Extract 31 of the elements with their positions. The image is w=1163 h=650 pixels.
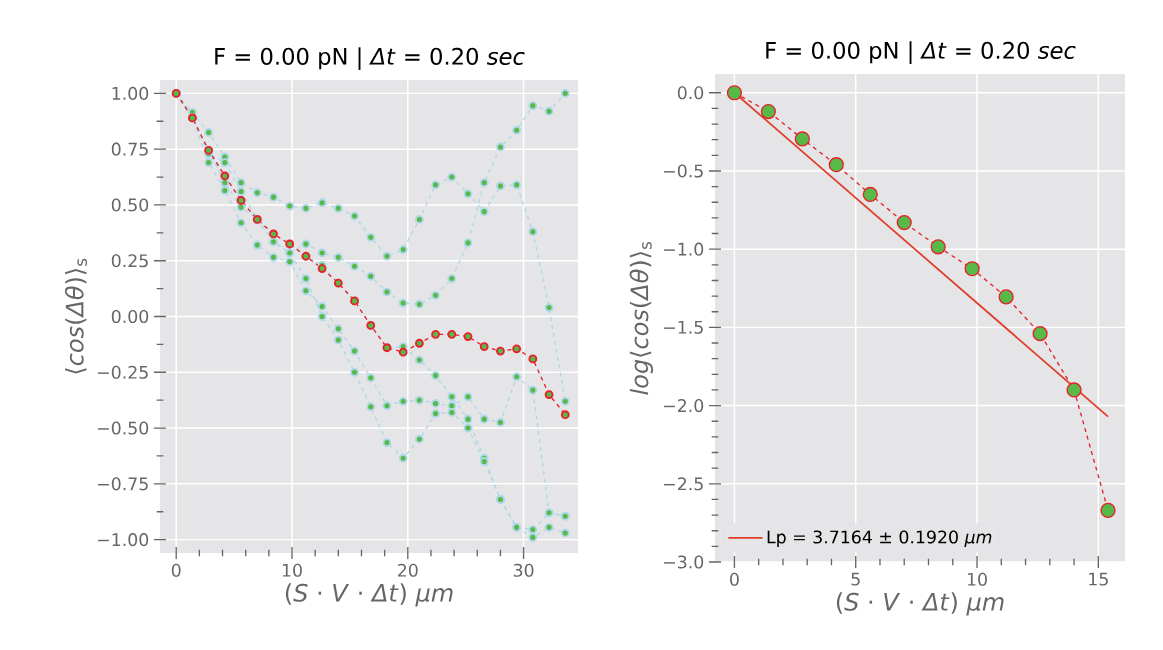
y-tick-label: −3.0 <box>664 555 704 569</box>
x-tick-label: 10 <box>282 563 302 577</box>
x-tick-label: 0 <box>730 572 739 586</box>
x-axis-title: (S · V · Δt) μm <box>285 583 453 607</box>
y-tick-label: −0.50 <box>98 421 149 435</box>
y-tick-label: 1.00 <box>112 86 149 100</box>
chart-title: F = 0.00 pN | Δt = 0.20 sec <box>215 47 525 70</box>
x-axis-title: (S · V · Δt) μm <box>836 592 1004 616</box>
y-tick-label: −2.0 <box>664 399 704 413</box>
x-tick-label: 10 <box>967 572 987 586</box>
legend-label: Lp = 3.7164 ± 0.1920 μm <box>767 530 992 547</box>
x-tick-label: 20 <box>398 563 418 577</box>
x-tick-label: 0 <box>171 563 181 577</box>
y-axis-title: ⟨cos(Δθ)⟩$_{s}$ <box>64 258 88 374</box>
y-tick-label: 0.75 <box>111 142 148 156</box>
chart-title: F = 0.00 pN | Δt = 0.20 sec <box>766 41 1076 64</box>
x-tick-label: 15 <box>1089 572 1108 586</box>
y-tick-label: 0.0 <box>677 86 704 100</box>
y-tick-label: 0.00 <box>111 309 149 324</box>
y-tick-label: −0.5 <box>664 164 703 178</box>
y-tick-label: −0.75 <box>98 477 148 491</box>
y-tick-label: 0.25 <box>111 254 148 268</box>
y-axis-title: log⟨cos(Δθ)⟩$_{s}$ <box>629 242 654 395</box>
x-tick-label: 30 <box>513 563 534 577</box>
y-tick-label: −2.5 <box>664 477 703 491</box>
y-tick-label: −1.5 <box>664 320 703 334</box>
y-tick-label: −1.0 <box>664 242 704 256</box>
y-tick-label: −0.25 <box>98 365 148 379</box>
x-tick-label: 5 <box>851 572 860 586</box>
y-tick-label: −1.00 <box>98 533 149 547</box>
y-tick-label: 0.50 <box>111 198 149 212</box>
